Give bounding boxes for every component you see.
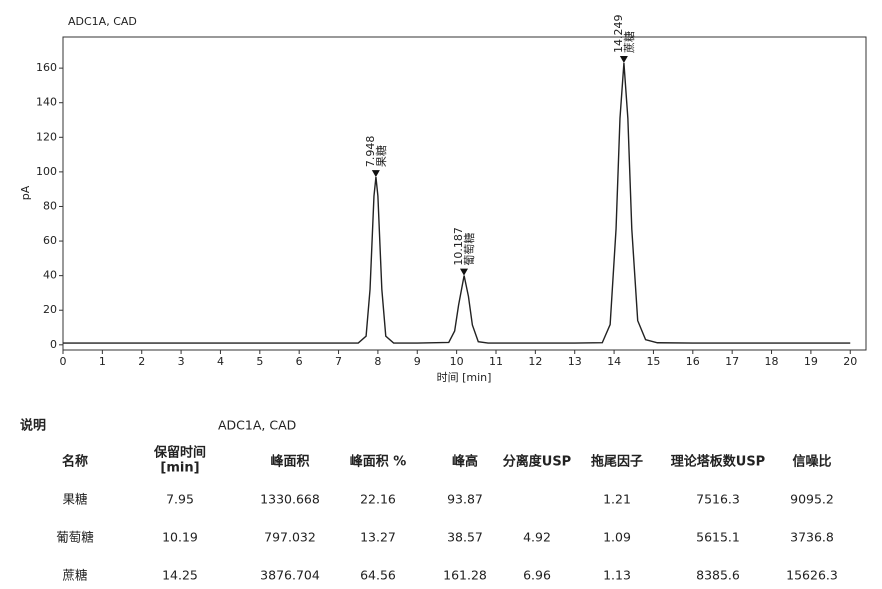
table-cell: 797.032 — [264, 530, 316, 545]
x-tick-label: 7 — [335, 355, 342, 368]
table-cell: 15626.3 — [786, 568, 838, 583]
table-cell: 4.92 — [523, 530, 551, 545]
x-tick-label: 8 — [374, 355, 381, 368]
table-header: 名称 — [62, 454, 88, 470]
y-tick-label: 20 — [43, 303, 57, 316]
x-tick-label: 3 — [178, 355, 185, 368]
y-tick-label: 40 — [43, 269, 57, 282]
table-header: 分离度USP — [503, 454, 571, 470]
peak-name: 蔗糖 — [622, 31, 636, 53]
table-signal: ADC1A, CAD — [218, 418, 296, 433]
peak-name: 葡萄糖 — [462, 233, 476, 266]
chart-title: ADC1A, CAD — [68, 15, 137, 28]
y-axis-label: pA — [19, 185, 32, 200]
table-cell: 6.96 — [523, 568, 551, 583]
x-tick-label: 0 — [60, 355, 67, 368]
table-cell: 1330.668 — [260, 492, 320, 507]
table-cell: 1.09 — [603, 530, 631, 545]
table-cell: 7.95 — [166, 492, 194, 507]
peak-marker — [371, 170, 380, 178]
x-tick-label: 15 — [646, 355, 660, 368]
x-tick-label: 16 — [686, 355, 700, 368]
table-cell: 9095.2 — [790, 492, 834, 507]
x-tick-label: 5 — [256, 355, 263, 368]
table-header: [min] — [160, 461, 199, 476]
table-cell: 14.25 — [162, 568, 198, 583]
table-cell: 93.87 — [447, 492, 483, 507]
table-header: 保留时间 — [153, 445, 206, 461]
peak-time: 10.187 — [452, 227, 465, 266]
table-cell: 22.16 — [360, 492, 396, 507]
table-header: 信噪比 — [792, 454, 831, 470]
table-cell: 64.56 — [360, 568, 396, 583]
table-cell: 38.57 — [447, 530, 483, 545]
x-tick-label: 14 — [607, 355, 621, 368]
table-cell: 果糖 — [62, 492, 88, 507]
table-cell: 蔗糖 — [62, 568, 88, 583]
peak-time: 7.948 — [364, 136, 377, 168]
x-tick-label: 4 — [217, 355, 224, 368]
y-tick-label: 100 — [36, 165, 57, 178]
y-tick-label: 160 — [36, 61, 57, 74]
x-tick-label: 10 — [450, 355, 464, 368]
x-tick-label: 6 — [296, 355, 303, 368]
y-tick-label: 120 — [36, 130, 57, 143]
x-axis-label: 时间 [min] — [437, 371, 492, 384]
y-tick-label: 60 — [43, 234, 57, 247]
table-header: 峰高 — [452, 454, 478, 470]
x-tick-label: 20 — [843, 355, 857, 368]
table-cell: 7516.3 — [696, 492, 740, 507]
peak-time: 14.249 — [612, 14, 625, 53]
y-tick-label: 80 — [43, 199, 57, 212]
x-tick-label: 2 — [138, 355, 145, 368]
y-tick-label: 140 — [36, 96, 57, 109]
x-tick-label: 1 — [99, 355, 106, 368]
peak-marker — [459, 268, 468, 276]
peak-name: 果糖 — [374, 145, 388, 167]
table-cell: 1.21 — [603, 492, 631, 507]
table-header: 拖尾因子 — [591, 454, 643, 470]
x-tick-label: 18 — [765, 355, 779, 368]
table-cell: 3876.704 — [260, 568, 320, 583]
x-tick-label: 9 — [414, 355, 421, 368]
table-cell: 8385.6 — [696, 568, 740, 583]
plot-frame — [62, 36, 867, 351]
x-tick-label: 11 — [489, 355, 503, 368]
chromatogram-line — [63, 62, 851, 344]
table-header: 理论塔板数USP — [671, 454, 765, 470]
x-tick-label: 17 — [725, 355, 739, 368]
table-cell: 10.19 — [162, 530, 198, 545]
x-tick-label: 19 — [804, 355, 818, 368]
table-caption: 说明 — [20, 418, 46, 434]
table-cell: 13.27 — [360, 530, 396, 545]
x-tick-label: 13 — [568, 355, 582, 368]
y-tick-label: 0 — [50, 338, 57, 351]
table-header: 峰面积 % — [350, 454, 407, 470]
table-cell: 161.28 — [443, 568, 487, 583]
x-tick-label: 12 — [528, 355, 542, 368]
peak-marker — [619, 55, 628, 63]
table-header: 峰面积 — [270, 454, 309, 470]
table-cell: 葡萄糖 — [56, 530, 94, 545]
table-cell: 3736.8 — [790, 530, 834, 545]
table-cell: 1.13 — [603, 568, 631, 583]
table-cell: 5615.1 — [696, 530, 740, 545]
